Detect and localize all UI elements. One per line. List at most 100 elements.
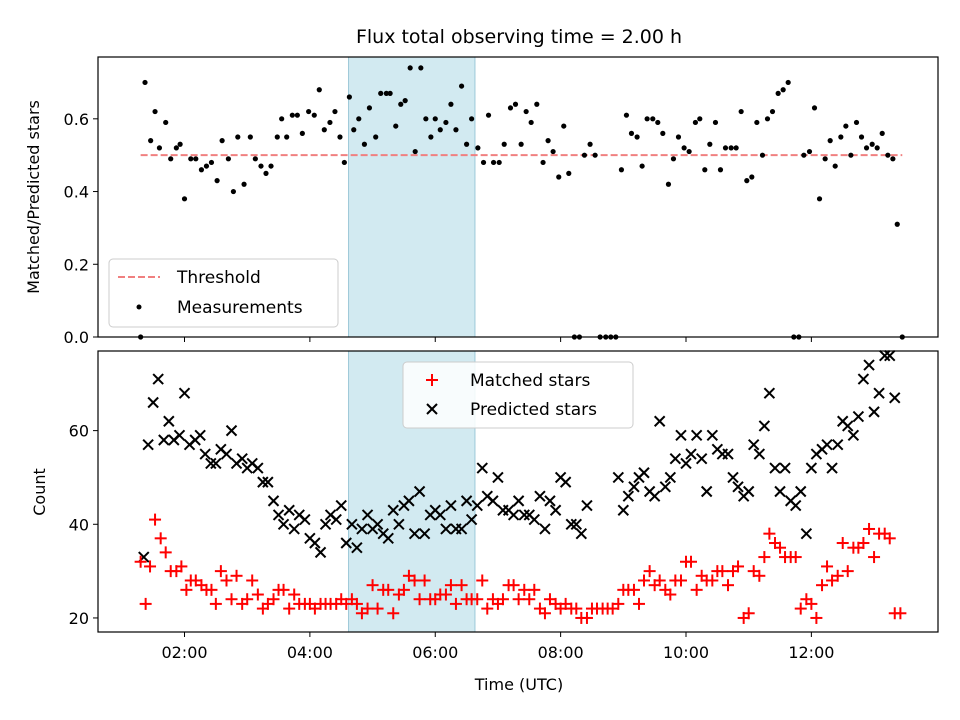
predicted-point <box>335 499 347 512</box>
measurement-point <box>733 145 739 151</box>
measurement-point <box>230 188 237 195</box>
predicted-point <box>575 527 588 540</box>
predicted-point <box>747 438 760 451</box>
matched-point <box>518 583 531 596</box>
predicted-point <box>868 406 880 418</box>
measurement-point <box>311 112 317 118</box>
measurement-point <box>463 141 470 147</box>
measurement-point <box>294 112 300 118</box>
predicted-point <box>346 518 358 530</box>
predicted-point <box>570 518 583 530</box>
predicted-point <box>507 509 520 521</box>
predicted-point <box>382 532 394 545</box>
matched-point <box>638 574 650 587</box>
predicted-point <box>408 527 421 540</box>
count-y-label: Count <box>30 468 49 516</box>
measurement-point <box>785 79 791 86</box>
matched-point <box>382 583 395 596</box>
matched-point <box>883 532 896 545</box>
predicted-point <box>512 495 525 507</box>
matched-point <box>455 579 468 592</box>
measurement-point <box>507 105 514 111</box>
measurement-point <box>749 174 755 180</box>
predicted-legend-swatch <box>426 403 438 415</box>
predicted-point <box>774 485 786 498</box>
x-tick-label: 10:00 <box>663 643 709 662</box>
predicted-point <box>434 509 446 521</box>
predicted-point <box>727 471 739 484</box>
measurement-point <box>279 116 285 122</box>
measurement-point <box>398 101 404 107</box>
predicted-point <box>800 527 813 540</box>
matched-point <box>471 593 484 606</box>
x-tick-label: 02:00 <box>161 643 207 662</box>
count-legend: Matched stars Predicted stars <box>402 361 634 429</box>
measurement-point <box>618 167 625 173</box>
measurement-point <box>853 119 860 126</box>
measurement-point <box>518 141 524 147</box>
matched-point <box>418 574 431 587</box>
predicted-point <box>194 429 206 442</box>
measurement-point <box>383 90 389 96</box>
predicted-point <box>393 518 405 530</box>
measurement-point <box>188 156 194 162</box>
predicted-point <box>534 490 546 502</box>
matched-point <box>821 560 834 573</box>
predicted-point <box>742 485 755 498</box>
predicted-point <box>879 349 891 362</box>
predicted-point <box>371 518 384 530</box>
matched-point <box>794 602 807 615</box>
matched-point <box>706 574 719 587</box>
predicted-points <box>138 349 901 563</box>
measurement-point <box>198 167 205 173</box>
matched-point <box>225 593 238 606</box>
measurement-point <box>650 116 656 122</box>
measurement-point <box>890 156 896 162</box>
measurement-point <box>284 134 290 140</box>
predicted-point <box>142 438 154 451</box>
measurement-point <box>665 181 672 187</box>
measurement-point <box>764 116 771 122</box>
matched-point <box>387 607 400 620</box>
predicted-point <box>889 392 901 404</box>
matched-point <box>789 551 802 564</box>
measurement-point <box>744 178 750 184</box>
predicted-point <box>669 453 682 465</box>
predicted-point <box>638 467 650 479</box>
predicted-point <box>769 462 781 474</box>
matched-point <box>753 569 766 582</box>
predicted-point <box>147 396 159 409</box>
predicted-point <box>288 523 300 535</box>
measurement-point <box>337 134 343 140</box>
predicted-point <box>309 537 321 549</box>
matched-point <box>366 579 379 592</box>
matched-point <box>154 532 167 545</box>
predicted-point <box>299 513 311 526</box>
predicted-point <box>842 420 854 432</box>
measurement-point <box>235 134 241 140</box>
matched-points <box>134 513 907 624</box>
matched-point <box>241 593 254 606</box>
predicted-point <box>319 518 332 530</box>
measurement-point <box>258 163 264 169</box>
matched-point <box>408 574 421 587</box>
predicted-point <box>628 481 640 493</box>
matched-legend-label: Matched stars <box>470 371 590 391</box>
matched-point <box>413 593 426 606</box>
ratio-y-label: Matched/Predicted stars <box>24 100 43 294</box>
ratio-panel-axis: 0.0 0.2 0.4 0.6 <box>64 110 812 347</box>
predicted-point <box>805 462 818 474</box>
predicted-point <box>612 471 625 484</box>
predicted-point <box>821 438 833 451</box>
measurement-point <box>306 108 312 115</box>
ratio-legend: Threshold Measurements <box>108 258 339 328</box>
measurement-point <box>628 130 635 136</box>
matched-point <box>209 597 222 610</box>
matched-point <box>653 574 666 587</box>
matched-point <box>512 593 525 606</box>
predicted-point <box>549 504 562 516</box>
ratio-panel-frame <box>97 56 939 338</box>
count-legend-box <box>402 361 634 429</box>
matched-point <box>758 551 771 564</box>
